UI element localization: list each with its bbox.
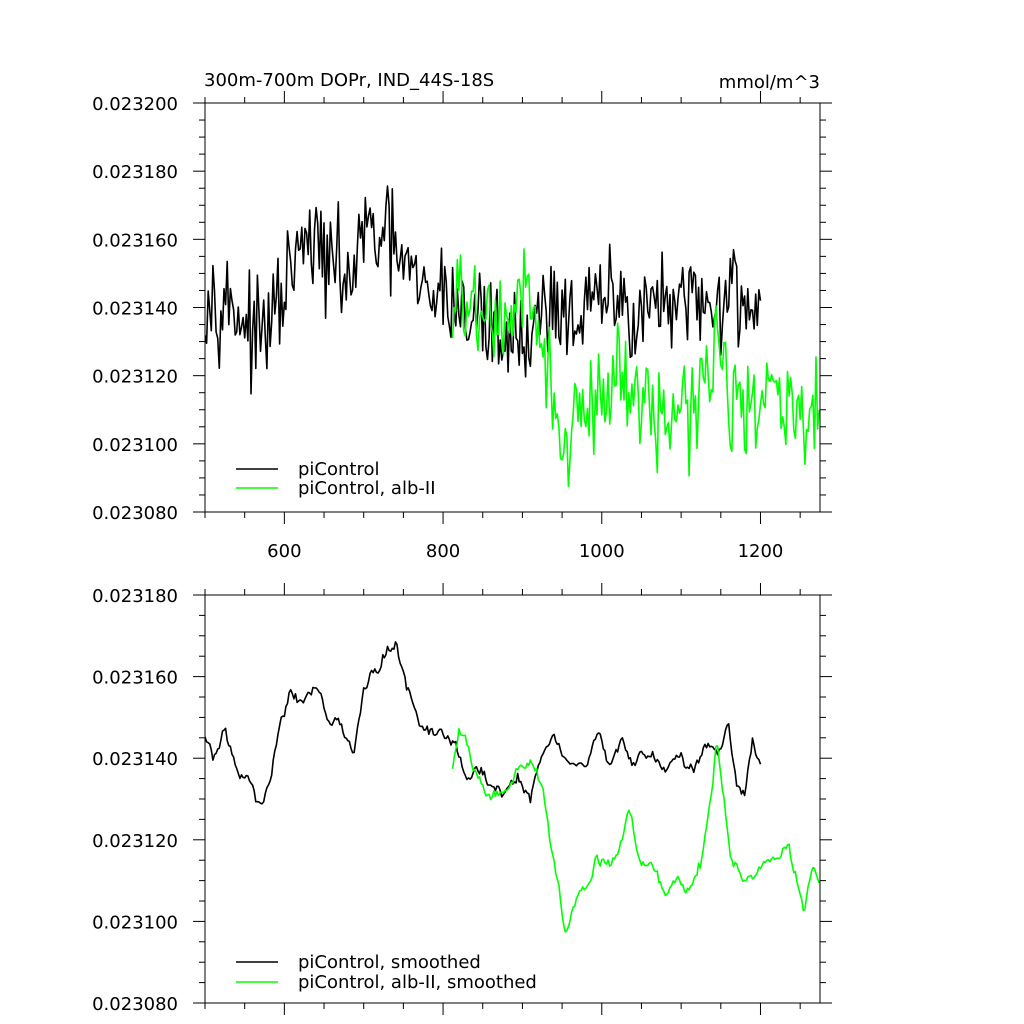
y-tick-label: 0.023120 xyxy=(92,831,178,852)
y-tick-label: 0.023200 xyxy=(92,94,178,115)
top-panel: 300m-700m DOPr, IND_44S-18S mmol/m^3 0.0… xyxy=(92,70,832,562)
y-tick-label: 0.023180 xyxy=(92,586,178,607)
legend-label: piControl, alb-II xyxy=(298,478,436,499)
units-label: mmol/m^3 xyxy=(719,72,820,93)
y-tick-label: 0.023100 xyxy=(92,912,178,933)
plot-area xyxy=(205,641,820,933)
y-tick-label: 0.023080 xyxy=(92,994,178,1015)
y-tick-label: 0.023160 xyxy=(92,230,178,251)
plot-frame xyxy=(204,594,821,1004)
legend-label: piControl, smoothed xyxy=(298,952,481,973)
x-tick-label: 600 xyxy=(267,541,301,562)
y-tick-label: 0.023140 xyxy=(92,749,178,770)
series-line-picontrol-alb-ii-smoothed xyxy=(451,728,820,933)
y-tick-label: 0.023180 xyxy=(92,162,178,183)
y-tick-label: 0.023160 xyxy=(92,668,178,689)
y-tick-label: 0.023120 xyxy=(92,367,178,388)
bottom-panel: 0.023080 0.023100 0.023120 0.023140 0.023160… xyxy=(92,583,832,1015)
x-tick-label: 800 xyxy=(426,541,460,562)
x-tick-label: 1000 xyxy=(579,541,625,562)
chart-title: 300m-700m DOPr, IND_44S-18S xyxy=(204,70,494,91)
y-tick-label: 0.023140 xyxy=(92,299,178,320)
series-line-picontrol-smoothed xyxy=(205,641,762,805)
y-tick-label: 0.023080 xyxy=(92,503,178,524)
series-line-picontrol-alb-ii xyxy=(451,248,820,488)
series-line-picontrol xyxy=(205,185,762,395)
plot-area xyxy=(205,185,820,488)
x-tick-label: 1200 xyxy=(738,541,784,562)
y-tick-label: 0.023100 xyxy=(92,435,178,456)
legend-label: piControl xyxy=(298,459,380,480)
legend-label: piControl, alb-II, smoothed xyxy=(298,972,537,993)
